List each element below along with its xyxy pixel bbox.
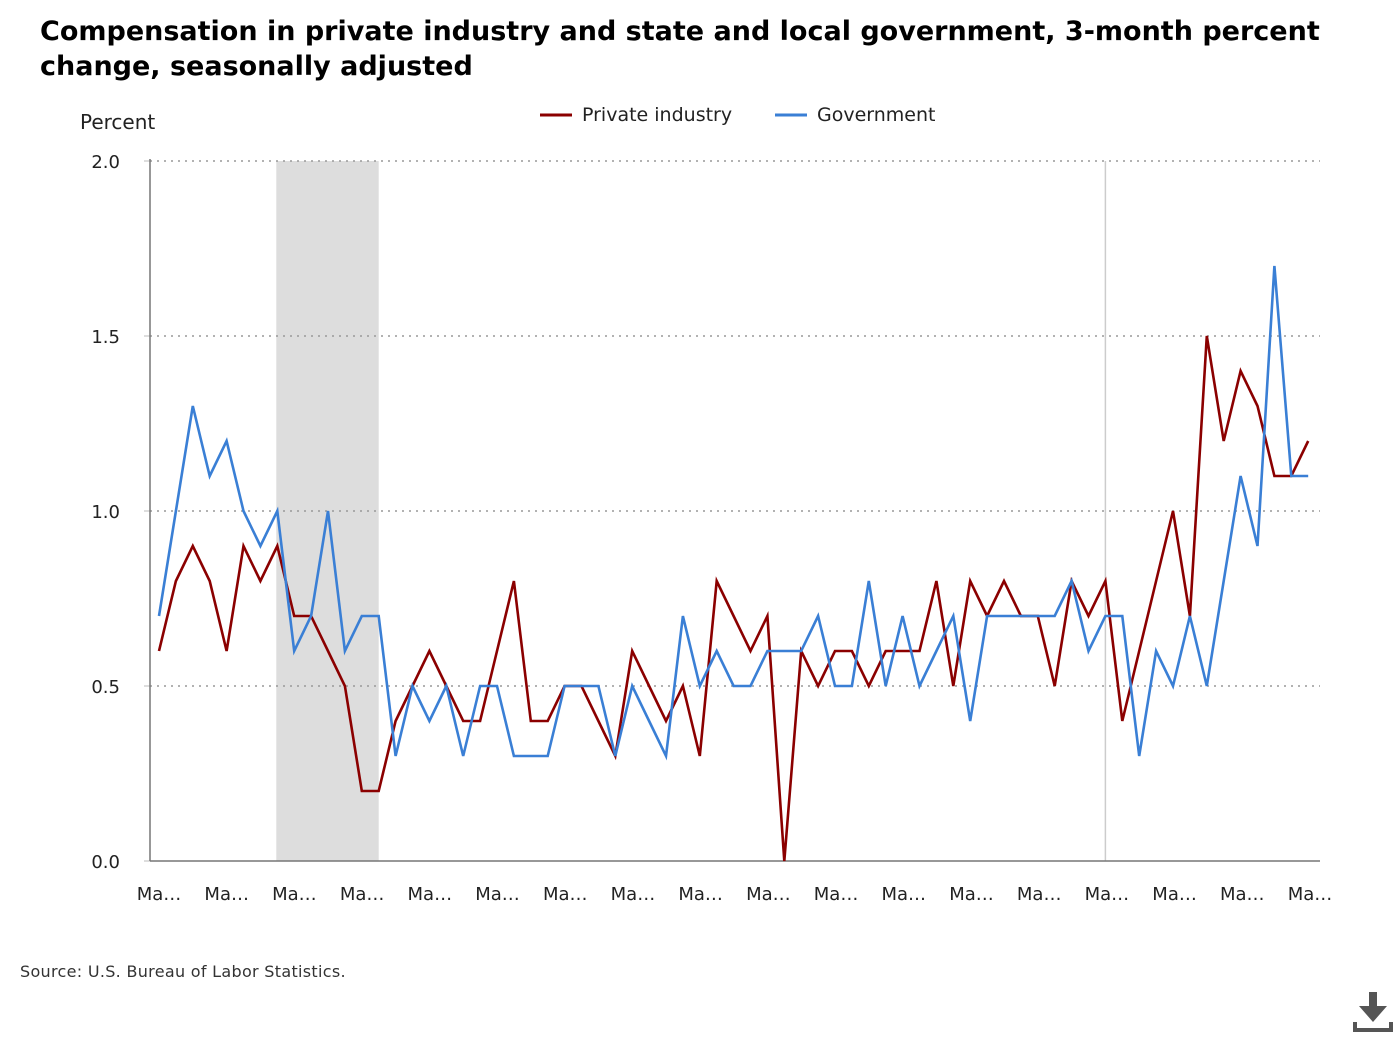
x-tick-label: Ma… [746,884,791,905]
y-tick-label: 1.0 [91,502,120,523]
legend-label[interactable]: Government [817,104,936,126]
download-icon[interactable] [1352,990,1394,1034]
y-tick-label: 2.0 [91,152,120,173]
x-tick-label: Ma… [678,884,723,905]
x-tick-label: Ma… [949,884,994,905]
x-tick-label: Ma… [1288,884,1333,905]
x-tick-label: Ma… [881,884,926,905]
x-tick-label: Ma… [137,884,182,905]
series-line-government [157,265,1309,761]
x-tick-label: Ma… [340,884,385,905]
x-tick-label: Ma… [1152,884,1197,905]
source-note: Source: U.S. Bureau of Labor Statistics. [20,962,346,981]
x-tick-label: Ma… [1220,884,1265,905]
y-tick-label: 0.0 [91,852,120,873]
x-tick-label: Ma… [543,884,588,905]
x-tick-label: Ma… [814,884,859,905]
chart-title: Compensation in private industry and sta… [40,16,1320,82]
x-tick-label: Ma… [475,884,520,905]
y-axis-label: Percent [80,110,155,134]
x-tick-label: Ma… [611,884,656,905]
y-tick-label: 0.5 [91,677,120,698]
legend-label[interactable]: Private industry [582,104,732,126]
x-tick-label: Ma… [1085,884,1130,905]
x-tick-label: Ma… [272,884,317,905]
series-line-private-industry [157,335,1310,862]
line-chart: 0.0 0.5 1.0 1.5 2.0 Percent Ma… Ma… Ma… Ma… Ma… Ma…… [80,104,1333,905]
x-tick-label: Ma… [1017,884,1062,905]
y-tick-label: 1.5 [91,327,120,348]
x-tick-label: Ma… [408,884,453,905]
x-tick-label: Ma… [204,884,249,905]
